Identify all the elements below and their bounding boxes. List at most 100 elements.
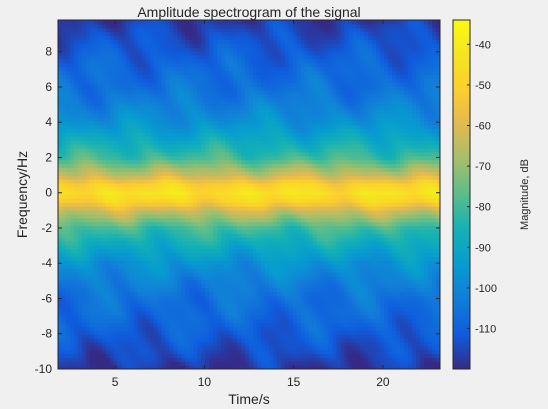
- heatmap-cell: [153, 113, 159, 118]
- heatmap-cell: [77, 82, 83, 87]
- heatmap-cell: [141, 178, 147, 184]
- heatmap-cell: [221, 221, 226, 227]
- heatmap-cell: [117, 310, 123, 316]
- heatmap-cell: [237, 178, 242, 184]
- heatmap-cell: [157, 190, 163, 196]
- heatmap-cell: [157, 128, 163, 134]
- heatmap-cell: [213, 128, 218, 134]
- heatmap-cell: [264, 136, 270, 141]
- heatmap-cell: [185, 101, 190, 106]
- heatmap-cell: [73, 182, 79, 188]
- heatmap-cell: [125, 171, 131, 176]
- heatmap-cell: [77, 279, 83, 285]
- heatmap-cell: [233, 101, 238, 106]
- heatmap-cell: [157, 116, 163, 122]
- heatmap-cell: [245, 299, 250, 304]
- heatmap-cell: [113, 128, 119, 134]
- heatmap-cell: [77, 78, 83, 83]
- heatmap-cell: [58, 213, 63, 219]
- heatmap-cell: [249, 337, 254, 343]
- heatmap-cell: [58, 132, 63, 137]
- heatmap-cell: [213, 349, 218, 355]
- heatmap-cell: [268, 365, 274, 369]
- heatmap-cell: [161, 225, 167, 230]
- heatmap-cell: [58, 167, 63, 172]
- heatmap-cell: [272, 233, 278, 238]
- heatmap-cell: [165, 206, 171, 211]
- heatmap-cell: [256, 62, 262, 68]
- heatmap-cell: [125, 322, 131, 327]
- heatmap-cell: [221, 182, 226, 188]
- heatmap-cell: [89, 62, 95, 68]
- heatmap-cell: [245, 322, 250, 327]
- heatmap-cell: [217, 20, 222, 25]
- heatmap-cell: [173, 175, 178, 180]
- heatmap-cell: [141, 237, 147, 242]
- heatmap-cell: [221, 365, 226, 369]
- heatmap-cell: [109, 229, 115, 234]
- heatmap-cell: [229, 322, 234, 327]
- heatmap-cell: [113, 51, 119, 56]
- heatmap-cell: [165, 279, 171, 285]
- heatmap-cell: [221, 194, 226, 199]
- heatmap-cell: [276, 299, 282, 304]
- heatmap-cell: [65, 27, 71, 33]
- heatmap-cell: [73, 35, 79, 40]
- heatmap-cell: [85, 237, 91, 242]
- heatmap-cell: [185, 20, 190, 25]
- heatmap-cell: [241, 272, 246, 277]
- heatmap-cell: [73, 256, 79, 262]
- heatmap-cell: [109, 151, 115, 157]
- heatmap-cell: [85, 182, 91, 188]
- heatmap-cell: [173, 241, 178, 246]
- heatmap-cell: [209, 51, 214, 56]
- heatmap-cell: [229, 159, 234, 165]
- heatmap-cell: [249, 163, 254, 168]
- heatmap-cell: [205, 147, 210, 153]
- heatmap-cell: [237, 66, 242, 72]
- heatmap-cell: [229, 318, 234, 324]
- heatmap-cell: [189, 287, 194, 293]
- heatmap-cell: [169, 295, 174, 300]
- heatmap-cell: [121, 330, 127, 335]
- heatmap-cell: [209, 47, 214, 52]
- heatmap-cell: [109, 365, 115, 369]
- heatmap-cell: [61, 159, 67, 165]
- heatmap-cell: [272, 35, 278, 40]
- heatmap-cell: [77, 322, 83, 327]
- heatmap-cell: [69, 198, 75, 203]
- heatmap-cell: [161, 93, 167, 99]
- heatmap-cell: [73, 54, 79, 60]
- heatmap-cell: [249, 113, 254, 118]
- heatmap-cell: [241, 361, 246, 366]
- heatmap-cell: [69, 202, 75, 207]
- heatmap-cell: [201, 147, 206, 153]
- heatmap-cell: [121, 287, 127, 293]
- heatmap-cell: [225, 175, 230, 180]
- heatmap-cell: [272, 291, 278, 296]
- heatmap-cell: [165, 35, 171, 40]
- heatmap-cell: [161, 237, 167, 242]
- heatmap-cell: [264, 47, 270, 52]
- heatmap-cell: [173, 248, 178, 254]
- heatmap-cell: [93, 85, 99, 91]
- heatmap-cell: [137, 353, 143, 358]
- heatmap-cell: [69, 70, 75, 75]
- heatmap-cell: [85, 58, 91, 64]
- heatmap-cell: [137, 147, 143, 153]
- heatmap-cell: [93, 341, 99, 347]
- heatmap-cell: [245, 349, 250, 355]
- heatmap-cell: [58, 151, 63, 157]
- heatmap-cell: [181, 275, 186, 281]
- heatmap-cell: [109, 264, 115, 269]
- heatmap-cell: [217, 124, 222, 130]
- heatmap-cell: [260, 306, 266, 312]
- heatmap-cell: [233, 299, 238, 304]
- heatmap-cell: [153, 353, 159, 358]
- heatmap-cell: [169, 357, 174, 362]
- heatmap-cell: [205, 299, 210, 304]
- heatmap-cell: [181, 151, 186, 157]
- heatmap-cell: [252, 140, 258, 145]
- heatmap-cell: [217, 159, 222, 165]
- heatmap-cell: [161, 120, 167, 126]
